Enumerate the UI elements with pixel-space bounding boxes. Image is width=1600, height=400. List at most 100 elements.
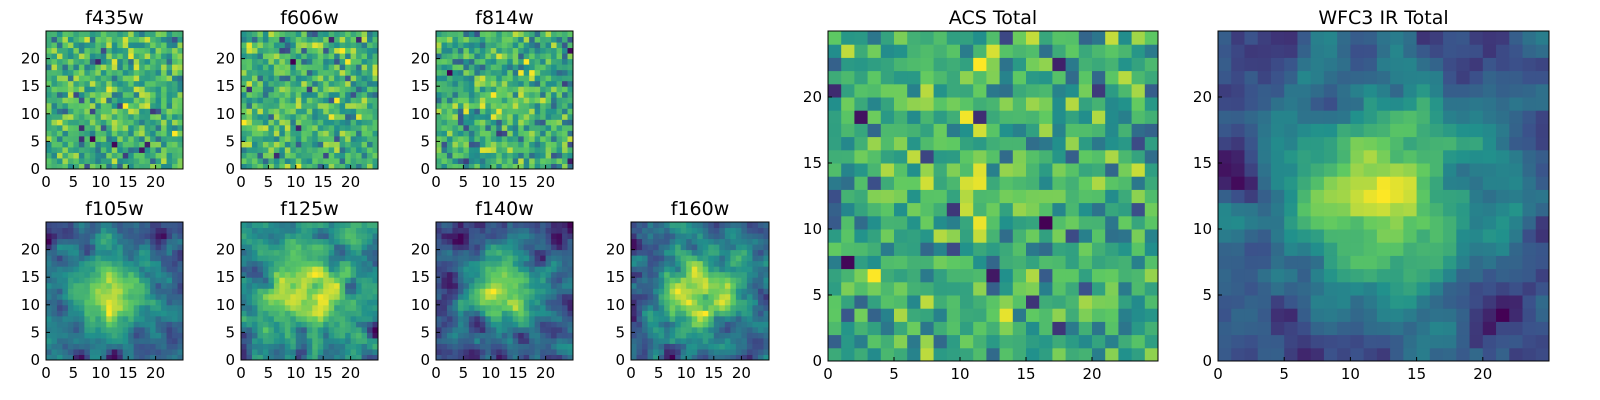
heatmap-cell — [647, 293, 654, 300]
heatmap-cell — [642, 227, 649, 234]
heatmap-cell — [479, 75, 486, 82]
heatmap-cell — [155, 260, 162, 267]
heatmap-cell — [1052, 308, 1067, 322]
heatmap-cell — [257, 75, 264, 82]
heatmap-cell — [1012, 281, 1027, 296]
heatmap-cell — [540, 337, 547, 344]
heatmap-cell — [117, 152, 124, 159]
heatmap-cell — [436, 119, 442, 126]
heatmap-cell — [986, 136, 1001, 151]
heatmap-cell — [46, 124, 52, 131]
heatmap-cell — [312, 282, 319, 289]
heatmap-cell — [89, 152, 96, 159]
heatmap-cell — [166, 31, 173, 38]
heatmap-cell — [139, 304, 146, 311]
heatmap-cell — [441, 332, 448, 339]
heatmap-cell — [752, 282, 759, 289]
heatmap-cell — [177, 304, 184, 311]
heatmap-cell — [144, 53, 151, 60]
heatmap-cell — [485, 157, 492, 164]
heatmap-cell — [301, 47, 308, 54]
heatmap-cell — [84, 260, 91, 267]
heatmap-cell — [301, 102, 308, 109]
heatmap-cell — [446, 337, 453, 344]
panel-title: f435w — [85, 7, 144, 29]
heatmap-cell — [441, 348, 448, 355]
heatmap-cell — [1092, 242, 1106, 256]
heatmap-cell — [177, 86, 184, 93]
x-tick-label: 15 — [314, 364, 333, 382]
heatmap-cell — [350, 75, 357, 82]
heatmap-cell — [317, 222, 324, 229]
heatmap-cell — [279, 348, 286, 355]
heatmap-cell — [361, 97, 368, 104]
heatmap-cell — [95, 271, 102, 278]
heatmap-cell — [345, 75, 352, 82]
heatmap-cell — [446, 64, 453, 71]
heatmap-cell — [719, 277, 726, 284]
heatmap-cell — [334, 47, 341, 54]
heatmap-cell — [356, 135, 363, 142]
heatmap-cell — [367, 157, 374, 164]
heatmap-cell — [540, 108, 547, 115]
heatmap-cell — [1012, 163, 1027, 177]
heatmap-cell — [545, 69, 552, 76]
heatmap-cell — [567, 227, 574, 234]
heatmap-cell — [562, 36, 569, 43]
heatmap-cell — [312, 299, 319, 306]
heatmap-cell — [317, 238, 324, 245]
heatmap-cell — [128, 102, 135, 109]
heatmap-cell — [867, 110, 882, 124]
heatmap-cell — [999, 281, 1014, 296]
heatmap-cell — [166, 130, 173, 137]
heatmap-cell — [345, 288, 352, 295]
heatmap-cell — [251, 31, 258, 38]
heatmap-cell — [345, 321, 352, 328]
heatmap-cell — [507, 233, 514, 240]
heatmap-cell — [268, 354, 275, 361]
heatmap-cell — [161, 227, 168, 234]
heatmap-cell — [284, 53, 291, 60]
heatmap-cell — [485, 233, 492, 240]
heatmap-cell — [51, 157, 58, 164]
heatmap-cell — [257, 266, 264, 273]
heatmap-cell — [139, 337, 146, 344]
heatmap-cell — [691, 282, 698, 289]
heatmap-cell — [172, 130, 179, 137]
heatmap-cell — [284, 80, 291, 87]
heatmap-cell — [334, 233, 341, 240]
heatmap-cell — [702, 293, 709, 300]
heatmap-cell — [960, 229, 974, 243]
heatmap-cell — [328, 332, 335, 339]
heatmap-cell — [62, 337, 69, 344]
heatmap-cell — [155, 53, 162, 60]
heatmap-cell — [150, 91, 157, 98]
heatmap-cell — [111, 282, 118, 289]
heatmap-cell — [95, 326, 102, 333]
heatmap-cell — [334, 244, 341, 251]
heatmap-cell — [350, 282, 357, 289]
heatmap-cell — [763, 282, 770, 289]
heatmap-cell — [562, 141, 569, 148]
heatmap-cell — [117, 348, 124, 355]
heatmap-cell — [894, 229, 908, 243]
heatmap-cell — [241, 354, 247, 361]
heatmap-cell — [686, 238, 693, 245]
heatmap-cell — [463, 58, 470, 65]
heatmap-cell — [106, 146, 113, 153]
heatmap-cell — [463, 113, 470, 120]
heatmap-cell — [556, 249, 563, 256]
heatmap-cell — [89, 64, 96, 71]
heatmap-cell — [161, 222, 168, 229]
heatmap-cell — [691, 266, 698, 273]
heatmap-cell — [642, 304, 649, 311]
heatmap-cell — [669, 343, 676, 350]
heatmap-cell — [117, 113, 124, 120]
heatmap-cell — [139, 299, 146, 306]
heatmap-cell — [920, 255, 935, 270]
heatmap-cell — [1118, 202, 1133, 217]
heatmap-cell — [301, 227, 308, 234]
heatmap-cell — [551, 69, 558, 76]
heatmap-cell — [161, 163, 168, 170]
